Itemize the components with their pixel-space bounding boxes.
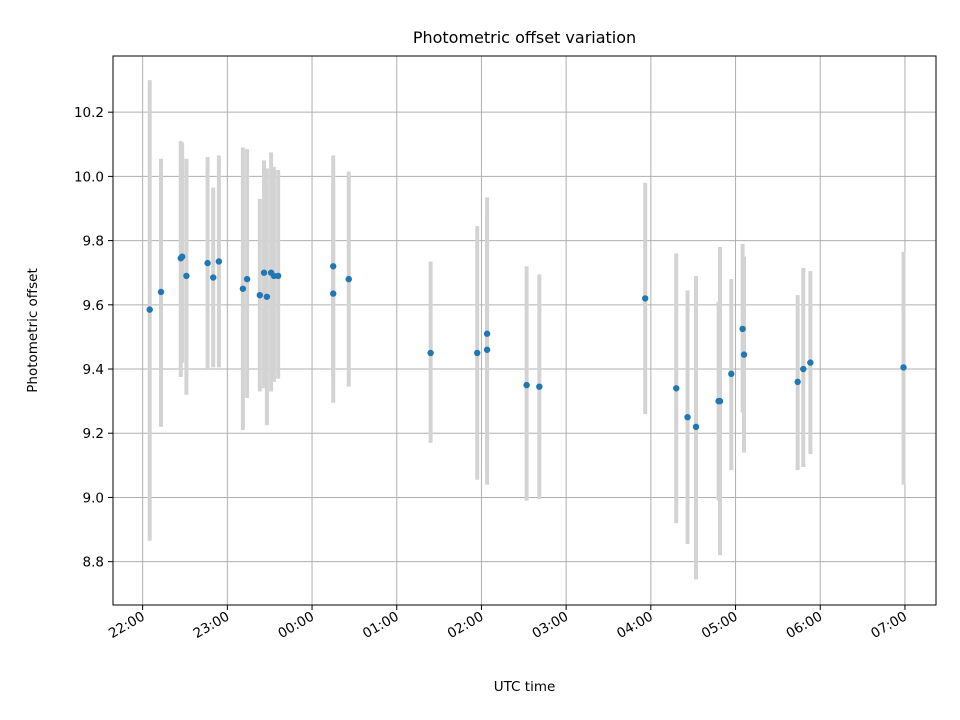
data-point <box>157 288 165 296</box>
chart-title: Photometric offset variation <box>413 28 636 47</box>
data-point <box>794 378 801 386</box>
data-point <box>260 269 268 276</box>
data-point <box>263 293 271 300</box>
x-tick-label: 05:00 <box>699 609 741 642</box>
data-point <box>330 290 337 297</box>
data-point <box>900 364 907 371</box>
y-tick-label: 9.4 <box>83 362 104 378</box>
data-point <box>800 365 807 373</box>
x-axis: 22:00 23:00 00:00 01:00 02:00 03:00 04:00 05:00… <box>106 605 910 642</box>
y-tick-label: 10.0 <box>74 169 104 185</box>
data-points <box>146 253 907 431</box>
data-point <box>716 397 724 405</box>
x-tick-label: 22:00 <box>106 609 148 642</box>
y-tick-label: 9.2 <box>83 426 104 442</box>
data-point <box>483 330 491 337</box>
data-point <box>204 259 211 267</box>
data-point <box>807 359 814 366</box>
data-point <box>536 383 543 390</box>
data-point <box>239 285 247 292</box>
data-point <box>739 325 746 333</box>
data-point <box>641 295 649 302</box>
x-tick-label: 04:00 <box>614 609 656 642</box>
data-point <box>274 272 282 280</box>
grid <box>113 56 936 605</box>
data-point <box>210 274 217 281</box>
data-point <box>728 370 735 378</box>
data-point <box>330 263 337 270</box>
data-point <box>740 351 748 358</box>
data-point <box>178 253 186 260</box>
data-point <box>684 413 691 421</box>
y-tick-label: 9.0 <box>83 490 104 506</box>
data-point <box>483 346 491 353</box>
plot-frame <box>112 55 937 606</box>
y-tick-label: 9.6 <box>83 298 104 314</box>
y-tick-label: 9.8 <box>83 234 104 250</box>
y-tick-label: 8.8 <box>83 555 104 571</box>
data-point <box>523 381 530 389</box>
data-point <box>243 275 251 283</box>
x-tick-label: 07:00 <box>868 609 910 642</box>
x-tick-label: 00:00 <box>275 609 317 642</box>
data-point <box>692 423 700 431</box>
data-point <box>215 258 223 265</box>
y-axis: 8.8 9.0 9.2 9.4 9.6 9.8 10.0 10.2 <box>74 105 113 571</box>
data-point <box>146 306 153 313</box>
error-bars <box>147 80 906 580</box>
y-axis-label: Photometric offset <box>25 268 41 392</box>
x-tick-label: 23:00 <box>191 609 233 642</box>
x-tick-label: 02:00 <box>445 609 487 642</box>
data-point <box>474 349 481 357</box>
data-point <box>256 291 264 299</box>
x-axis-label: UTC time <box>494 679 556 695</box>
data-point <box>183 272 190 280</box>
data-point <box>345 275 352 283</box>
y-tick-label: 10.2 <box>74 105 104 121</box>
x-tick-label: 03:00 <box>529 609 571 642</box>
x-tick-label: 06:00 <box>784 609 826 642</box>
data-point <box>427 349 434 357</box>
x-tick-label: 01:00 <box>360 609 402 642</box>
data-point <box>673 385 680 392</box>
